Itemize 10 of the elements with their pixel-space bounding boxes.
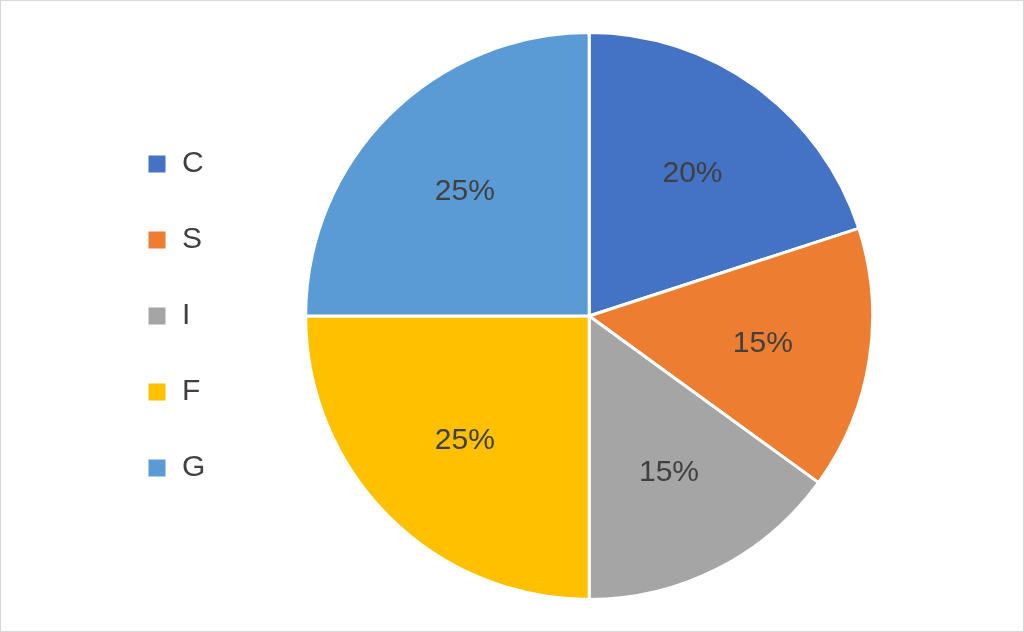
legend-label: S [182,221,203,255]
data-label: 20% [662,155,723,189]
data-label: 15% [732,324,793,358]
legend-label: C [182,145,204,179]
legend-label: G [182,449,206,483]
data-label: 15% [638,453,699,487]
data-label: 25% [434,421,495,455]
data-label: 25% [434,172,495,206]
legend-label: I [182,297,191,331]
legend-label: F [182,373,201,407]
